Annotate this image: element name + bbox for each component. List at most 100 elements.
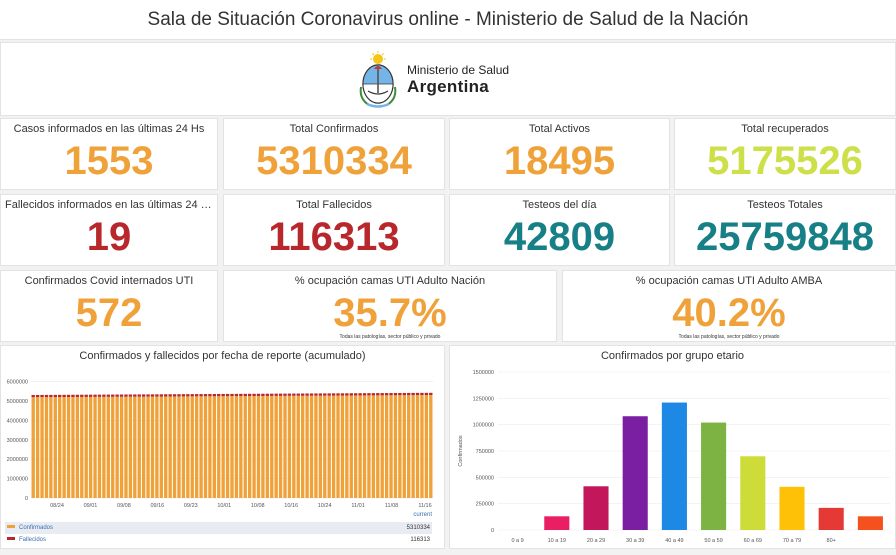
bar-fallecidos	[349, 393, 353, 396]
bar-confirmados	[88, 396, 93, 498]
kpi-value: 35.7%	[333, 291, 447, 335]
bar-confirmados	[389, 395, 393, 498]
bar-fallecidos	[367, 393, 371, 396]
x-tick-label: 09/01	[84, 503, 98, 509]
bar-fallecidos	[345, 393, 349, 396]
bar-confirmados	[239, 396, 243, 498]
bar-confirmados	[415, 395, 420, 498]
bar-confirmados	[261, 395, 265, 498]
bar-fallecidos	[398, 392, 402, 396]
page-title: Sala de Situación Coronavirus online - M…	[147, 9, 749, 30]
bar-confirmados	[217, 396, 221, 498]
bar-fallecidos	[212, 393, 217, 397]
bar-fallecidos	[97, 394, 102, 397]
legend-row-confirmados[interactable]: Confirmados 5310334	[5, 522, 432, 534]
bar-fallecidos	[58, 394, 62, 398]
bar-fallecidos	[340, 393, 345, 396]
bar-50 a 59	[701, 422, 727, 530]
bar-fallecidos	[424, 392, 429, 396]
bar-fallecidos	[203, 394, 208, 397]
x-tick-label: 20 a 29	[587, 538, 605, 544]
bar-fallecidos	[93, 394, 97, 397]
kpi-fallecidos-24h: Fallecidos informados en las últimas 24 …	[0, 194, 218, 266]
bar-confirmados	[71, 396, 75, 498]
bar-confirmados	[331, 395, 336, 498]
bar-fallecidos	[115, 394, 119, 397]
x-tick-label: 10/24	[318, 503, 332, 509]
bar-fallecidos	[234, 393, 239, 397]
coat-of-arms-icon	[359, 51, 397, 108]
bar-confirmados	[323, 395, 327, 498]
chart-title: Confirmados y fallecidos por fecha de re…	[79, 350, 366, 362]
bar-confirmados	[93, 396, 97, 498]
x-tick-label: 10/01	[217, 503, 231, 509]
bar-fallecidos	[287, 393, 292, 396]
bar-fallecidos	[194, 394, 199, 397]
bar-confirmados	[287, 395, 292, 498]
bar-confirmados	[309, 395, 314, 498]
chart-grupo-etario: 0 250000 500000 750000 1000000 1250000 1500000…	[458, 370, 890, 544]
bar-fallecidos	[239, 393, 243, 397]
bar-confirmados	[31, 397, 35, 498]
bar-confirmados	[186, 396, 190, 498]
legend-label: Confirmados	[19, 525, 54, 531]
kpi-total-confirmados: Total Confirmados 5310334	[223, 118, 445, 190]
bar-confirmados	[367, 395, 371, 498]
bar-fallecidos	[159, 394, 163, 397]
bar-fallecidos	[44, 394, 49, 398]
bar-confirmados	[402, 395, 406, 498]
bar-fallecidos	[402, 392, 406, 396]
y-tick-label: 2000000	[7, 457, 28, 463]
x-tick-label: 80+	[827, 538, 836, 544]
legend-swatch	[7, 525, 15, 529]
bar-confirmados	[111, 396, 115, 498]
bar-confirmados	[336, 395, 340, 498]
bar-fallecidos	[265, 393, 270, 396]
chart-title: Confirmados por grupo etario	[600, 350, 745, 362]
bar-fallecidos	[62, 394, 66, 398]
bar-confirmados	[345, 395, 349, 498]
logo-card: Ministerio de Salud Argentina	[0, 42, 896, 116]
bar-confirmados	[84, 396, 88, 498]
x-tick-label: 40 a 49	[665, 538, 683, 544]
kpi-ocupacion-nacion: % ocupación camas UTI Adulto Nación 35.7…	[223, 270, 557, 342]
dashboard-header: Sala de Situación Coronavirus online - M…	[0, 0, 896, 40]
y-tick-label: 6000000	[7, 380, 28, 386]
bar-confirmados	[362, 395, 367, 498]
kpi-label: Total Confirmados	[289, 123, 379, 135]
bar-confirmados	[97, 396, 102, 498]
bar-confirmados	[115, 396, 119, 498]
bar-fallecidos	[35, 394, 40, 398]
bar-confirmados	[278, 395, 283, 498]
bar-confirmados	[247, 396, 252, 498]
bar-confirmados	[159, 396, 163, 498]
y-tick-label: 5000000	[7, 399, 28, 405]
bar-fallecidos	[53, 394, 57, 398]
bar-confirmados	[270, 395, 274, 498]
legend-swatch	[7, 537, 15, 541]
kpi-label: Total Fallecidos	[296, 199, 372, 211]
bar-confirmados	[168, 396, 172, 498]
bar-confirmados	[75, 396, 80, 498]
bar-20 a 29	[583, 486, 609, 530]
legend-label: Fallecidos	[19, 537, 47, 543]
kpi-value: 572	[75, 291, 143, 335]
bar-fallecidos	[243, 393, 247, 397]
bar-confirmados	[124, 396, 128, 498]
kpi-value: 5310334	[256, 139, 412, 183]
bar-group	[857, 516, 883, 530]
kpi-value: 25759848	[696, 215, 874, 259]
bar-confirmados	[128, 396, 133, 498]
bar-fallecidos	[190, 394, 194, 397]
x-tick-label: 50 a 59	[704, 538, 722, 544]
kpi-label: Confirmados Covid internados UTI	[24, 275, 194, 287]
x-tick-label: 0 a 9	[511, 538, 523, 544]
legend-row-fallecidos[interactable]: Fallecidos 116313	[5, 534, 432, 546]
bar-confirmados	[354, 395, 358, 498]
chart-grupo-etario-card: Confirmados por grupo etario 0 250000 5000…	[449, 345, 896, 549]
logo-ministry-text: Ministerio de Salud	[407, 63, 510, 77]
bar-fallecidos	[429, 392, 433, 396]
bar-confirmados	[106, 396, 110, 498]
bar-confirmados	[292, 395, 296, 498]
bar-fallecidos	[177, 394, 181, 397]
